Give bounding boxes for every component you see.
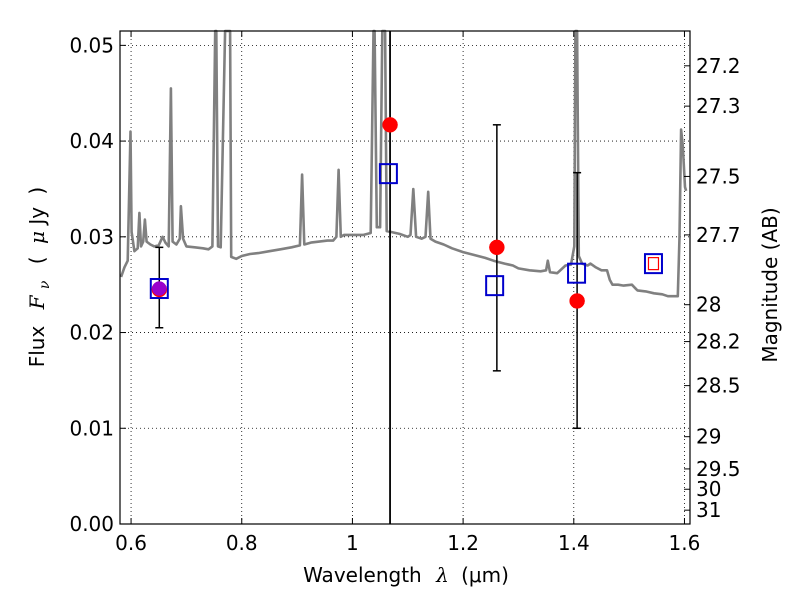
y2-tick-label: 30	[696, 477, 721, 501]
y-axis-unit-open: (	[25, 256, 49, 264]
model-photometry-square	[485, 275, 505, 297]
y-axis-title: Flux F ν ( μ Jy )	[25, 187, 54, 368]
y-axis-subscript: ν	[37, 280, 53, 289]
y2-tick-label: 31	[696, 498, 721, 522]
y2-tick-label: 27.5	[696, 164, 741, 188]
y-tick-label: 0.05	[69, 33, 114, 57]
y2-tick-label: 29	[696, 425, 721, 449]
y-axis-title-prefix: Flux	[25, 326, 49, 368]
x-tick-label: 1.6	[669, 531, 701, 555]
y-tick-label: 0.00	[69, 512, 114, 536]
observed-flux-point	[489, 239, 505, 256]
y-axis-unit-rest: Jy	[25, 207, 49, 227]
grid-lines	[120, 31, 690, 525]
plot-frame	[119, 30, 691, 525]
x-tick-label: 1.2	[447, 531, 479, 555]
x-tick-label: 1	[346, 531, 359, 555]
y2-tick-label: 27.3	[696, 94, 741, 118]
x-tick-label: 1.4	[558, 531, 590, 555]
y2-tick-label: 28.2	[696, 330, 741, 354]
model-sed-line	[119, 29, 688, 298]
marker-layer	[149, 117, 663, 309]
model-photometry-square	[643, 253, 663, 275]
y2-tick-label: 27.2	[696, 54, 741, 78]
y2-tick-label: 28	[696, 293, 721, 317]
y2-axis-title: Magnitude (AB)	[758, 207, 782, 362]
model-photometry-square	[378, 163, 398, 185]
y2-tick-label: 28.5	[696, 374, 741, 398]
x-tick-label: 0.8	[226, 531, 258, 555]
y2-tick-label: 29.5	[696, 457, 741, 481]
x-axis-symbol: λ	[435, 563, 449, 587]
error-bar-layer	[155, 124, 582, 430]
model-sed-layer	[119, 29, 688, 298]
y-tick-label: 0.04	[69, 129, 114, 153]
tick-layer: 0.6 0.8 1 1.2 1.4 1.6 0.00 0.01 0.02 0.03 0.04 0.05…	[69, 31, 741, 555]
y-tick-label: 0.03	[69, 225, 114, 249]
y-tick-label: 0.01	[69, 416, 114, 440]
overlap-point	[152, 281, 167, 296]
y2-tick-label: 27.7	[696, 223, 741, 247]
observed-flux-point	[382, 117, 398, 133]
y-axis-symbol: F	[25, 294, 49, 310]
x-axis-unit: (μm)	[461, 563, 509, 587]
observed-flux-point	[569, 293, 585, 309]
y-axis-unit-close: )	[25, 187, 49, 195]
x-axis-title-prefix: Wavelength	[303, 563, 422, 587]
model-photometry-square	[149, 278, 169, 300]
x-axis-title: Wavelength λ (μm)	[303, 563, 509, 587]
y-tick-label: 0.02	[69, 321, 114, 345]
model-photometry-square	[567, 262, 587, 284]
y-axis-unit-mu: μ	[25, 231, 49, 244]
small-red-square	[647, 257, 660, 271]
x-tick-label: 0.6	[115, 531, 147, 555]
